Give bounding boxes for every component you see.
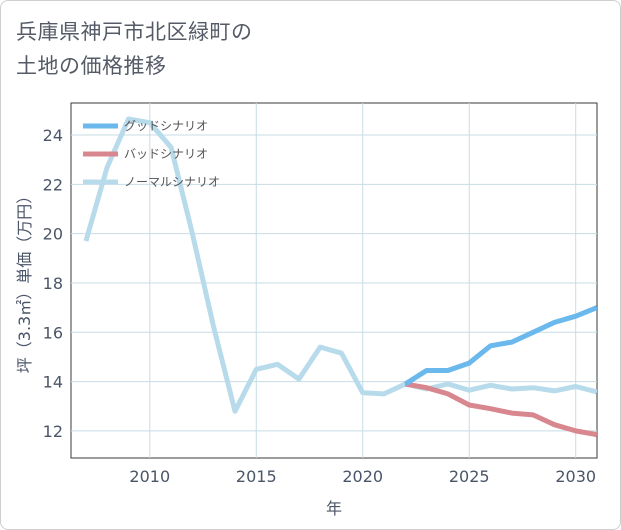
y-axis-ticks: 12 14 16 18 20 22 24 xyxy=(43,126,63,441)
chart-title-line2: 土地の価格推移 xyxy=(16,54,167,78)
legend-label: バッドシナリオ xyxy=(124,147,208,161)
chart-title-line1: 兵庫県神戸市北区緑町の xyxy=(16,20,253,44)
y-tick-label: 20 xyxy=(43,225,63,244)
legend-label: グッドシナリオ xyxy=(124,119,208,133)
x-tick-label: 2015 xyxy=(236,467,277,486)
y-tick-label: 16 xyxy=(43,323,63,342)
y-tick-label: 22 xyxy=(43,175,63,194)
y-tick-label: 12 xyxy=(43,422,63,441)
chart-title: 兵庫県神戸市北区緑町の 土地の価格推移 xyxy=(16,15,253,83)
legend-normal: ノーマルシナリオ xyxy=(83,175,220,189)
bad-scenario-line xyxy=(404,381,597,438)
x-tick-label: 2025 xyxy=(449,467,490,486)
grid-lines xyxy=(71,103,597,458)
x-axis-label: 年 xyxy=(326,499,342,518)
legend-label: ノーマルシナリオ xyxy=(124,175,220,189)
y-tick-label: 14 xyxy=(43,373,63,392)
series-lines xyxy=(83,116,597,438)
y-tick-label: 18 xyxy=(43,274,63,293)
legend-good: グッドシナリオ xyxy=(83,119,208,133)
x-tick-label: 2030 xyxy=(555,467,596,486)
x-tick-label: 2010 xyxy=(129,467,170,486)
y-tick-label: 24 xyxy=(43,126,63,145)
good-scenario-line xyxy=(403,305,597,387)
plot-area xyxy=(70,102,598,459)
legend-bad: バッドシナリオ xyxy=(83,147,208,161)
x-axis-ticks: 2010 2015 2020 2025 2030 xyxy=(129,467,596,486)
normal-scenario-line xyxy=(83,116,597,414)
x-tick-label: 2020 xyxy=(342,467,383,486)
y-axis-label: 坪（3.3㎡）単価（万円） xyxy=(15,188,34,373)
